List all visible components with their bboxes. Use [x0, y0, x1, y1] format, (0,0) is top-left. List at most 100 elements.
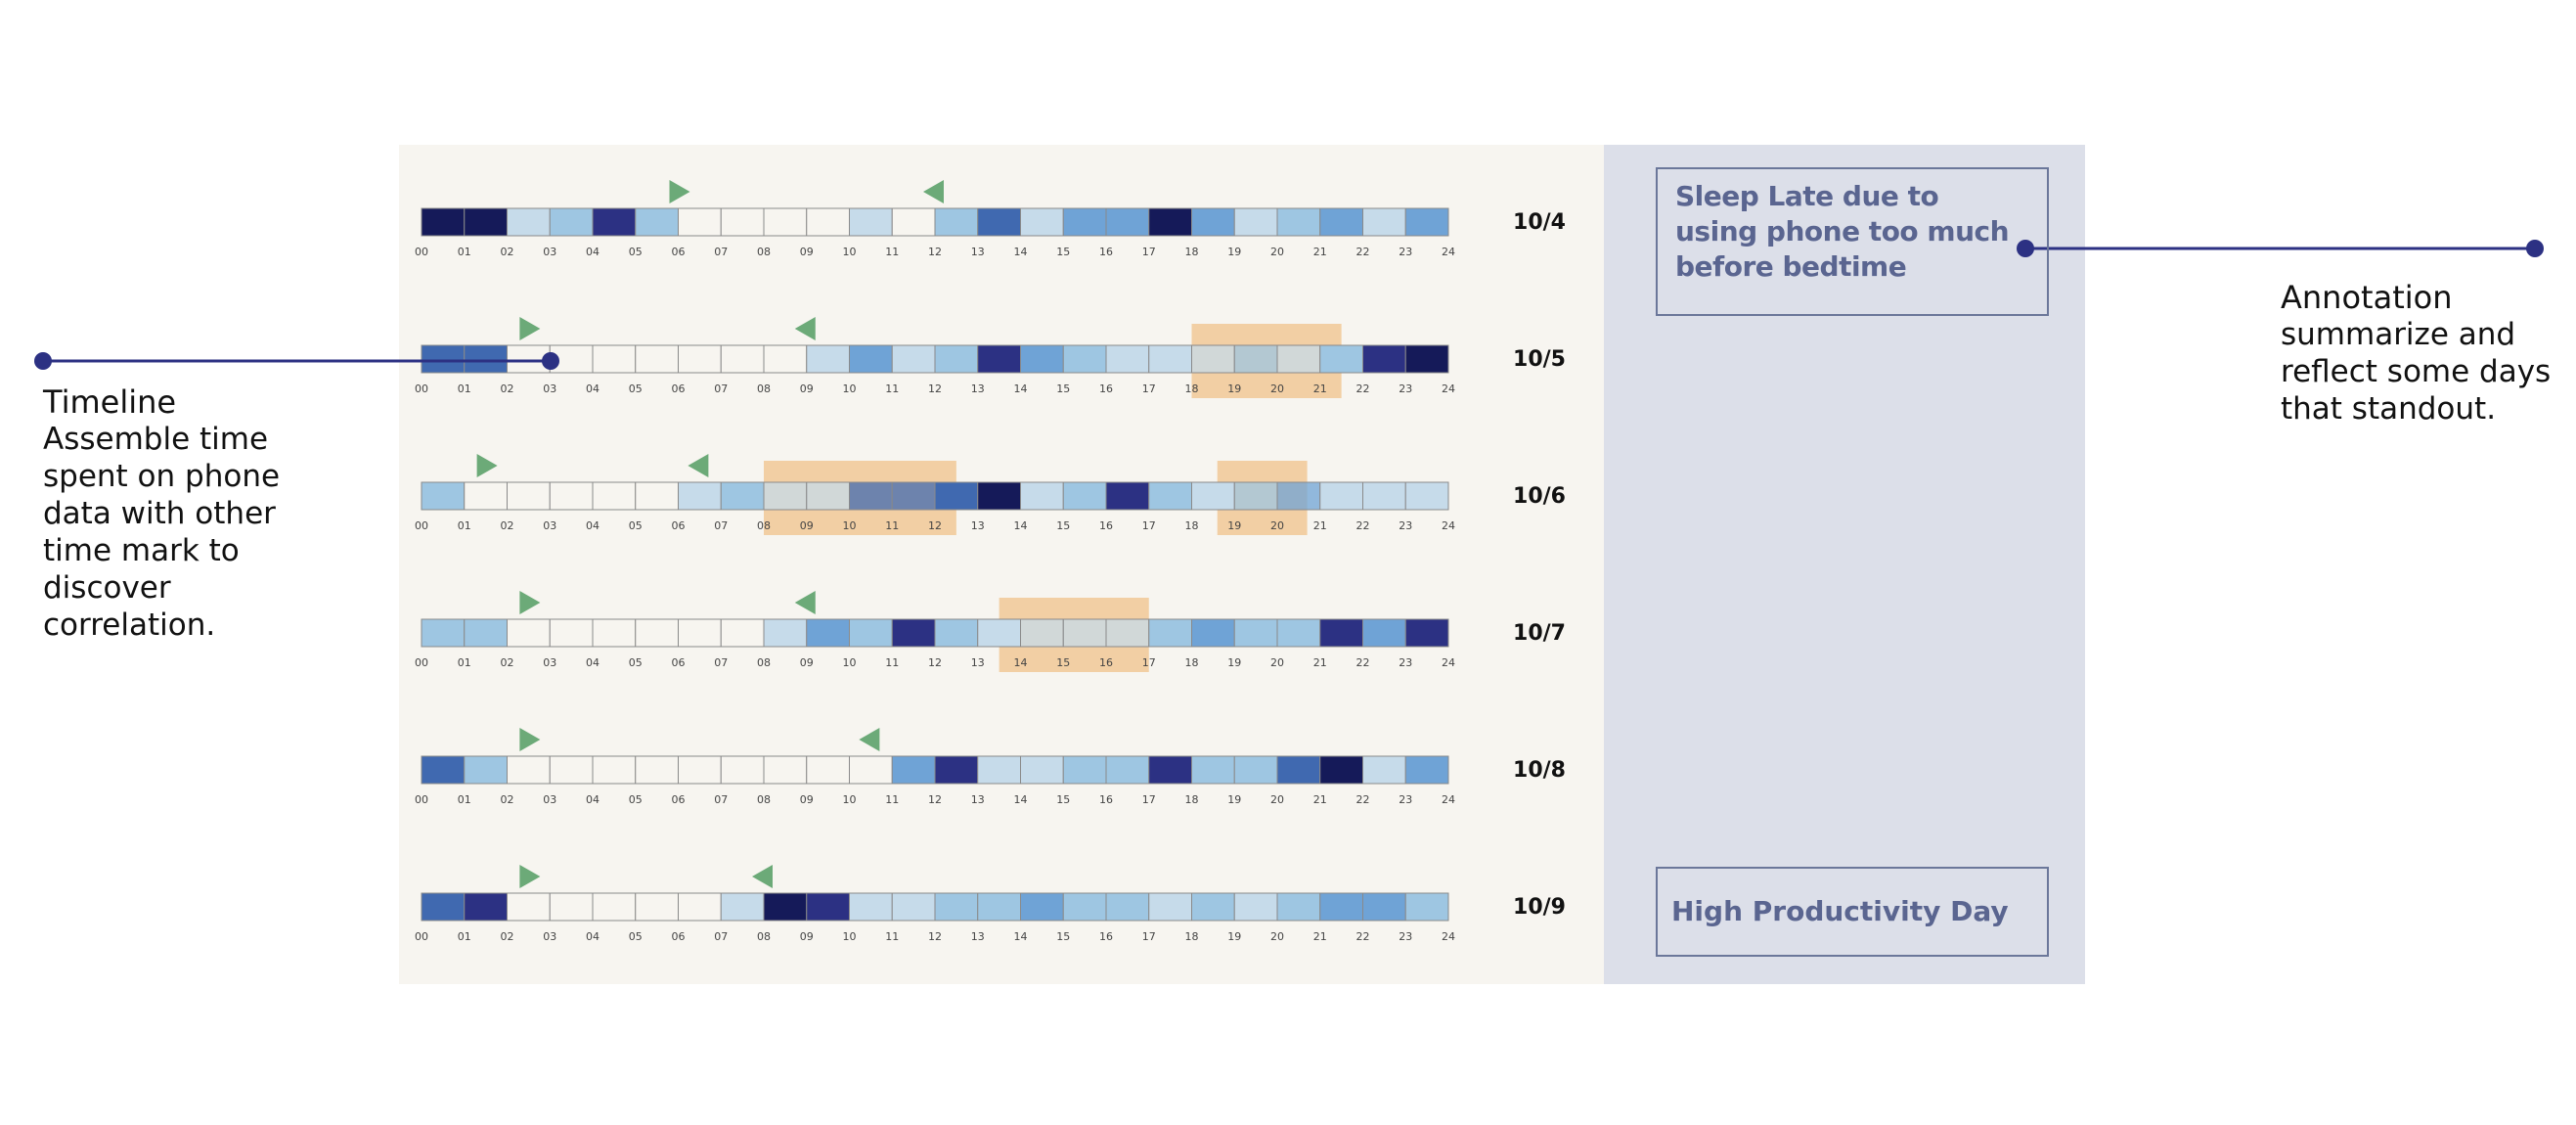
tick-label: 24: [1442, 793, 1455, 806]
tick-label: 14: [1014, 793, 1028, 806]
hour-cell: [592, 481, 637, 511]
tick-label: 08: [757, 246, 771, 258]
tick-label: 24: [1442, 382, 1455, 395]
tick-label: 19: [1227, 519, 1241, 532]
tick-label: 16: [1099, 382, 1113, 395]
hour-cell: [635, 207, 679, 237]
hour-cell: [1404, 207, 1449, 237]
tick-label: 11: [885, 246, 899, 258]
hour-cell: [1148, 755, 1192, 785]
tick-label: 08: [757, 656, 771, 669]
tick-label: 01: [458, 656, 471, 669]
tick-label: 06: [672, 930, 686, 943]
hour-cell: [1233, 344, 1278, 374]
hour-cell: [977, 344, 1021, 374]
timeline-panel: [399, 145, 1604, 984]
tick-label: 19: [1227, 793, 1241, 806]
hour-cell: [1233, 207, 1278, 237]
hour-cell: [806, 892, 850, 922]
hour-cell: [592, 618, 637, 648]
hour-cell: [849, 344, 893, 374]
tick-label: 23: [1399, 519, 1412, 532]
tick-label: 10: [843, 793, 857, 806]
tick-label: 11: [885, 656, 899, 669]
tick-label: 24: [1442, 246, 1455, 258]
wake-marker: [923, 180, 944, 203]
tick-label: 09: [800, 382, 814, 395]
sleep-marker: [669, 180, 690, 203]
tick-label: 05: [629, 930, 643, 943]
day-row: 00 01 02 03 04 05 06 07 08 09 10 11 12 13 14 15 16 17 18 19…: [415, 865, 1566, 943]
hour-cell: [421, 892, 466, 922]
hour-cell: [678, 344, 722, 374]
tick-label: 05: [629, 519, 643, 532]
tick-label: 17: [1142, 246, 1156, 258]
hour-cell: [1062, 344, 1107, 374]
tick-label: 10: [843, 246, 857, 258]
hour-cell: [1233, 755, 1278, 785]
day-row: 00 01 02 03 04 05 06 07 08 09 10 11 12 13 14 15 16 17 18 19…: [415, 728, 1566, 806]
hour-cell: [849, 481, 893, 511]
hour-cell: [421, 344, 466, 374]
annotation-panel: [1604, 145, 2085, 984]
tick-label: 15: [1056, 656, 1070, 669]
hour-cell: [849, 755, 893, 785]
tick-label: 20: [1270, 656, 1284, 669]
annotation-connector: [2017, 240, 2544, 257]
tick-label: 06: [672, 519, 686, 532]
hour-cell: [1020, 207, 1064, 237]
hour-cell: [763, 892, 808, 922]
connector-dot: [34, 352, 52, 370]
hour-cell: [1362, 755, 1406, 785]
tick-label: 16: [1099, 656, 1113, 669]
tick-label: 14: [1014, 382, 1028, 395]
tick-label: 21: [1313, 519, 1327, 532]
hour-cell: [1319, 481, 1363, 511]
sleep-marker: [476, 454, 498, 477]
tick-label: 12: [928, 930, 942, 943]
tick-label: 23: [1399, 793, 1412, 806]
hour-cell: [1404, 344, 1449, 374]
tick-label: 22: [1356, 519, 1370, 532]
hour-cell: [934, 755, 979, 785]
hour-cell: [1062, 755, 1107, 785]
hour-cell: [934, 344, 979, 374]
hour-cell: [977, 892, 1021, 922]
hour-cell: [720, 207, 765, 237]
tick-label: 04: [586, 793, 600, 806]
sleep-marker: [519, 865, 541, 888]
hour-cell: [1191, 892, 1235, 922]
tick-label: 15: [1056, 382, 1070, 395]
hour-cell: [1191, 618, 1235, 648]
hour-cell: [891, 755, 936, 785]
hour-cell: [1404, 892, 1449, 922]
hour-cell: [464, 344, 508, 374]
hour-cell: [806, 344, 850, 374]
tick-label: 22: [1356, 246, 1370, 258]
hour-cell: [1319, 892, 1363, 922]
hour-cell: [464, 207, 508, 237]
tick-label: 16: [1099, 246, 1113, 258]
hour-cell: [1062, 618, 1107, 648]
day-row: 00 01 02 03 04 05 06 07 08 09 10 11 12 13 14 15 16 17 18 19…: [415, 454, 1566, 535]
hour-cell: [1319, 618, 1363, 648]
hour-cell: [891, 481, 936, 511]
hour-cell: [678, 207, 722, 237]
hour-cell: [1020, 618, 1064, 648]
tick-label: 06: [672, 382, 686, 395]
hour-cell: [678, 481, 722, 511]
tick-label: 05: [629, 656, 643, 669]
hour-cell: [977, 207, 1021, 237]
sleep-marker: [519, 317, 541, 340]
hour-cell: [635, 618, 679, 648]
tick-label: 09: [800, 793, 814, 806]
tick-label: 10: [843, 930, 857, 943]
tick-label: 23: [1399, 382, 1412, 395]
hour-cell: [1404, 481, 1449, 511]
tick-label: 11: [885, 793, 899, 806]
day-label: 10/6: [1513, 484, 1566, 509]
day-row: 00 01 02 03 04 05 06 07 08 09 10 11 12 13 14 15 16 17 18 19…: [415, 180, 1566, 258]
hour-cell: [678, 618, 722, 648]
tick-label: 13: [971, 382, 985, 395]
tick-label: 02: [501, 930, 514, 943]
